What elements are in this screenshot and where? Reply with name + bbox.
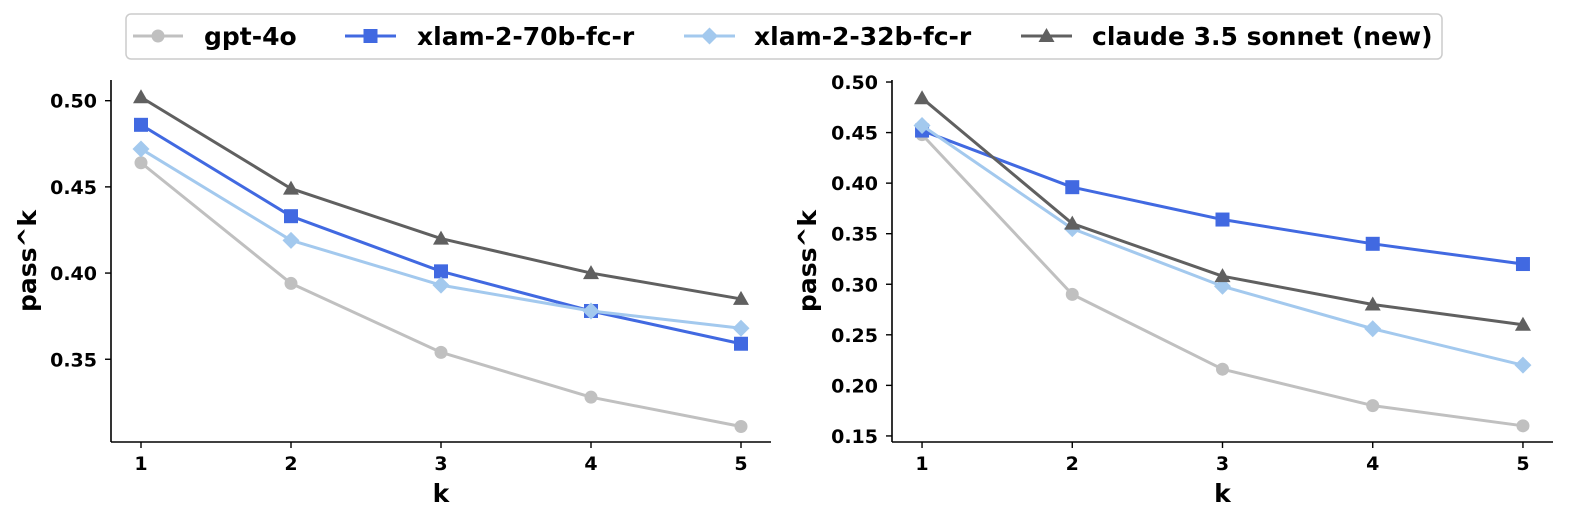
x-tick-label: 4 [584,453,597,475]
x-tick-label: 2 [284,453,297,475]
x-tick-label: 1 [915,453,928,475]
data-point [134,117,148,132]
data-point [1065,287,1079,301]
x-tick-label: 3 [434,453,447,475]
data-point [914,90,931,105]
legend-marker-diamond-icon [701,27,718,45]
x-tick-label: 5 [734,453,747,475]
x-tick-label: 2 [1066,453,1079,475]
series-xlam-2-32b-fc-r [132,140,750,337]
y-tick-label: 0.45 [50,177,97,199]
series-gpt-4o [915,128,1530,433]
series-gpt-4o [134,156,748,433]
data-point [434,345,448,359]
legend-marker-circle-icon [151,29,165,43]
y-tick-label: 0.30 [831,274,878,296]
data-point [284,276,298,290]
data-point [734,336,748,351]
data-point [1364,296,1381,311]
data-point [433,230,449,245]
x-tick-label: 3 [1216,453,1229,475]
y-tick-label: 0.20 [831,375,878,397]
legend-item-gpt-4o: gpt-4o [133,22,297,51]
legend-item-xlam-2-32b-fc-r: xlam-2-32b-fc-r [684,22,972,51]
series-line [921,124,1524,367]
x-axis-label: k [433,479,451,508]
data-point [133,89,149,104]
data-point [282,231,300,249]
y-tick-label: 0.40 [831,173,878,195]
y-tick-label: 0.15 [831,426,878,448]
legend-label: xlam-2-70b-fc-r [417,22,635,51]
series-xlam-2-32b-fc-r [913,117,1532,374]
data-point [1215,212,1230,227]
chart-panels: 1 2 3 4 5 0.35 0.40 0.45 0.50 k pass^k 1 2 3 4 5 0.15 0.2… [13,72,1553,508]
data-point [1065,180,1080,195]
y-tick-label: 0.25 [831,325,878,347]
data-point [732,319,750,337]
data-point [1366,399,1380,413]
data-point [132,140,150,158]
data-point [432,276,450,294]
data-point [1516,419,1530,433]
data-point [1214,268,1231,283]
x-axis-label: k [1214,479,1232,508]
y-tick-label: 0.40 [50,263,97,285]
chart-panel-right: 1 2 3 4 5 0.15 0.20 0.25 0.30 0.35 0.40 0.45 0.50 k pa… [793,72,1553,508]
data-point [1364,320,1382,338]
data-point [1365,236,1380,251]
data-point [284,209,298,224]
data-point [283,180,299,195]
data-point [584,390,598,404]
series-line [921,129,1524,266]
series-claude-3-5-sonnet-new [914,90,1531,331]
y-tick-label: 0.35 [50,349,97,371]
chart-panel-left: 1 2 3 4 5 0.35 0.40 0.45 0.50 k pass^k [13,80,771,508]
y-tick-label: 0.50 [831,72,878,94]
data-point [582,302,600,320]
legend-item-claude-3-5-sonnet-new: claude 3.5 sonnet (new) [1021,22,1433,51]
legend: gpt-4o xlam-2-70b-fc-r xlam-2-32b-fc-r clau… [125,13,1443,60]
y-tick-label: 0.50 [50,91,97,113]
x-tick-label: 1 [134,453,147,475]
legend-marker-square-icon [363,29,378,43]
data-point [434,264,448,279]
data-point [583,265,599,280]
legend-frame [125,13,1443,60]
data-point [1514,316,1531,331]
data-point [733,290,749,305]
y-tick-label: 0.45 [831,123,878,145]
legend-item-xlam-2-70b-fc-r: xlam-2-70b-fc-r [345,22,635,51]
x-tick-label: 4 [1366,453,1379,475]
data-point [913,117,931,135]
data-point [1064,215,1081,230]
series-claude-3-5-sonnet-new [133,89,749,305]
y-axis-label: pass^k [793,209,822,312]
y-tick-label: 0.35 [831,224,878,246]
legend-label: xlam-2-32b-fc-r [754,22,972,51]
data-point [1514,356,1532,374]
series-xlam-2-70b-fc-r [915,123,1530,272]
data-point [734,419,748,433]
x-tick-label: 5 [1516,453,1529,475]
data-point [1515,257,1530,272]
series-xlam-2-70b-fc-r [134,117,748,351]
legend-marker-triangle-icon [1038,28,1055,42]
data-point [134,156,148,170]
legend-label: claude 3.5 sonnet (new) [1092,22,1433,51]
y-axis-label: pass^k [13,209,42,312]
legend-label: gpt-4o [204,22,297,51]
data-point [1216,362,1229,376]
